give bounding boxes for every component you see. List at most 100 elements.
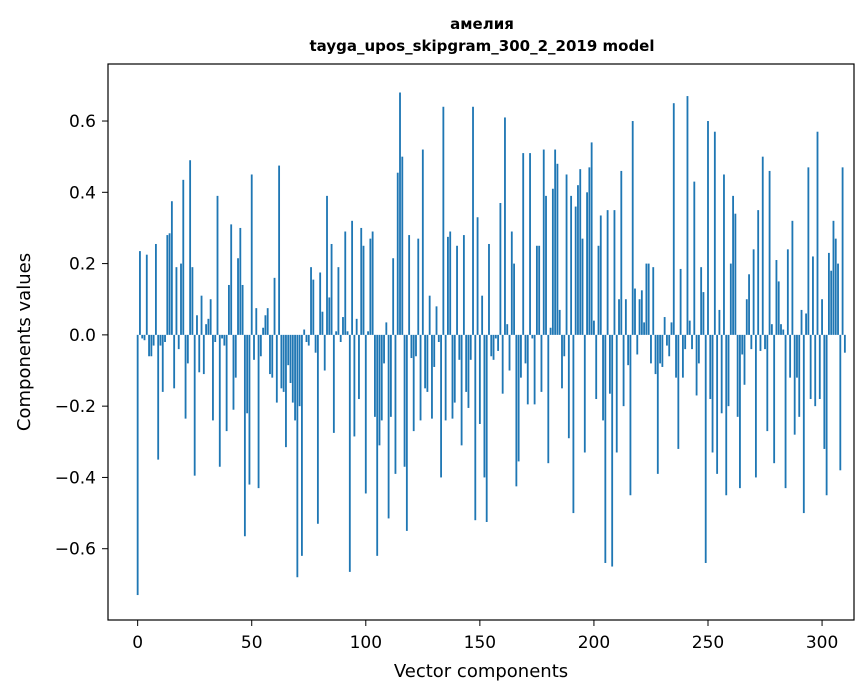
bar-255 — [718, 309, 721, 335]
bar-122 — [415, 334, 417, 357]
bar-283 — [782, 329, 785, 335]
bar-111 — [389, 334, 392, 417]
bar-270 — [752, 249, 755, 335]
bar-164 — [510, 231, 513, 335]
bar-26 — [196, 315, 198, 335]
bar-89 — [339, 334, 342, 342]
bar-28 — [200, 295, 203, 335]
bar-143 — [462, 235, 465, 335]
bar-196 — [583, 334, 586, 453]
bar-168 — [520, 334, 522, 378]
bar-131 — [435, 306, 438, 335]
bar-214 — [624, 299, 627, 335]
bar-98 — [360, 227, 363, 335]
bar-183 — [554, 149, 557, 335]
bar-173 — [531, 334, 534, 339]
bar-171 — [526, 334, 529, 405]
bar-22 — [186, 334, 189, 364]
bar-208 — [611, 334, 614, 567]
bar-138 — [451, 334, 454, 419]
bar-237 — [677, 334, 680, 449]
bar-1 — [139, 251, 141, 335]
bar-71 — [298, 334, 301, 407]
bar-220 — [638, 299, 641, 335]
bar-53 — [257, 334, 260, 489]
bar-273 — [759, 334, 762, 351]
bar-279 — [773, 334, 776, 464]
bar-21 — [184, 334, 187, 419]
bar-233 — [668, 334, 671, 357]
bar-105 — [376, 334, 379, 556]
bar-126 — [424, 334, 427, 389]
bar-49 — [248, 334, 251, 485]
plot-frame — [107, 63, 855, 621]
bar-241 — [686, 96, 689, 335]
bar-13 — [166, 235, 169, 335]
bar-35 — [216, 195, 219, 335]
bar-235 — [672, 103, 675, 335]
bar-176 — [538, 245, 541, 335]
bar-264 — [739, 334, 741, 489]
bar-209 — [613, 210, 616, 335]
bar-174 — [533, 334, 536, 405]
bar-238 — [679, 268, 682, 335]
bar-116 — [401, 156, 404, 335]
bar-278 — [770, 324, 773, 335]
bar-47 — [243, 334, 246, 537]
bar-203 — [599, 215, 602, 335]
y-tick-label: 0.6 — [69, 112, 96, 132]
bar-165 — [513, 263, 515, 335]
bar-228 — [656, 334, 659, 474]
bar-299 — [818, 334, 821, 400]
bar-80 — [319, 272, 322, 335]
bar-248 — [702, 292, 705, 335]
bar-30 — [205, 324, 208, 335]
y-axis-label: Components values — [14, 253, 35, 431]
bar-4 — [145, 254, 148, 335]
bar-84 — [328, 297, 331, 335]
bar-97 — [358, 334, 360, 400]
bar-51 — [253, 334, 255, 360]
bar-134 — [442, 106, 445, 335]
bar-262 — [734, 213, 737, 335]
bar-37 — [221, 334, 223, 339]
bar-184 — [556, 163, 559, 335]
bar-17 — [175, 267, 178, 335]
bar-217 — [631, 121, 634, 335]
bar-258 — [725, 334, 728, 496]
bar-81 — [321, 311, 324, 335]
y-tick-label: −0.2 — [55, 397, 96, 417]
bar-66 — [287, 334, 290, 366]
bar-198 — [588, 167, 591, 335]
bar-12 — [164, 334, 166, 342]
bar-309 — [841, 167, 844, 335]
bar-163 — [508, 334, 511, 371]
bar-294 — [807, 167, 810, 335]
bar-197 — [586, 192, 588, 335]
bar-145 — [467, 334, 470, 408]
bar-137 — [449, 231, 452, 335]
bar-261 — [732, 195, 735, 335]
bar-82 — [323, 334, 326, 371]
bar-193 — [577, 185, 579, 335]
x-axis-ticks: 0 50 100 150 200 250 300 — [132, 620, 838, 653]
bar-38 — [223, 334, 226, 346]
bar-11 — [161, 334, 164, 392]
bar-94 — [351, 220, 354, 335]
bar-216 — [629, 334, 632, 496]
bar-157 — [494, 334, 497, 339]
bar-266 — [743, 334, 746, 385]
bar-15 — [170, 201, 173, 335]
bar-77 — [312, 279, 315, 335]
bar-96 — [355, 318, 358, 335]
bar-32 — [209, 299, 212, 335]
bar-135 — [444, 334, 447, 421]
bar-19 — [180, 263, 182, 335]
bar-207 — [608, 334, 611, 394]
bar-20 — [182, 179, 185, 335]
bar-182 — [551, 188, 554, 335]
bar-24 — [191, 267, 194, 335]
bar-54 — [259, 334, 262, 357]
bar-114 — [396, 172, 399, 335]
bar-7 — [152, 334, 155, 346]
